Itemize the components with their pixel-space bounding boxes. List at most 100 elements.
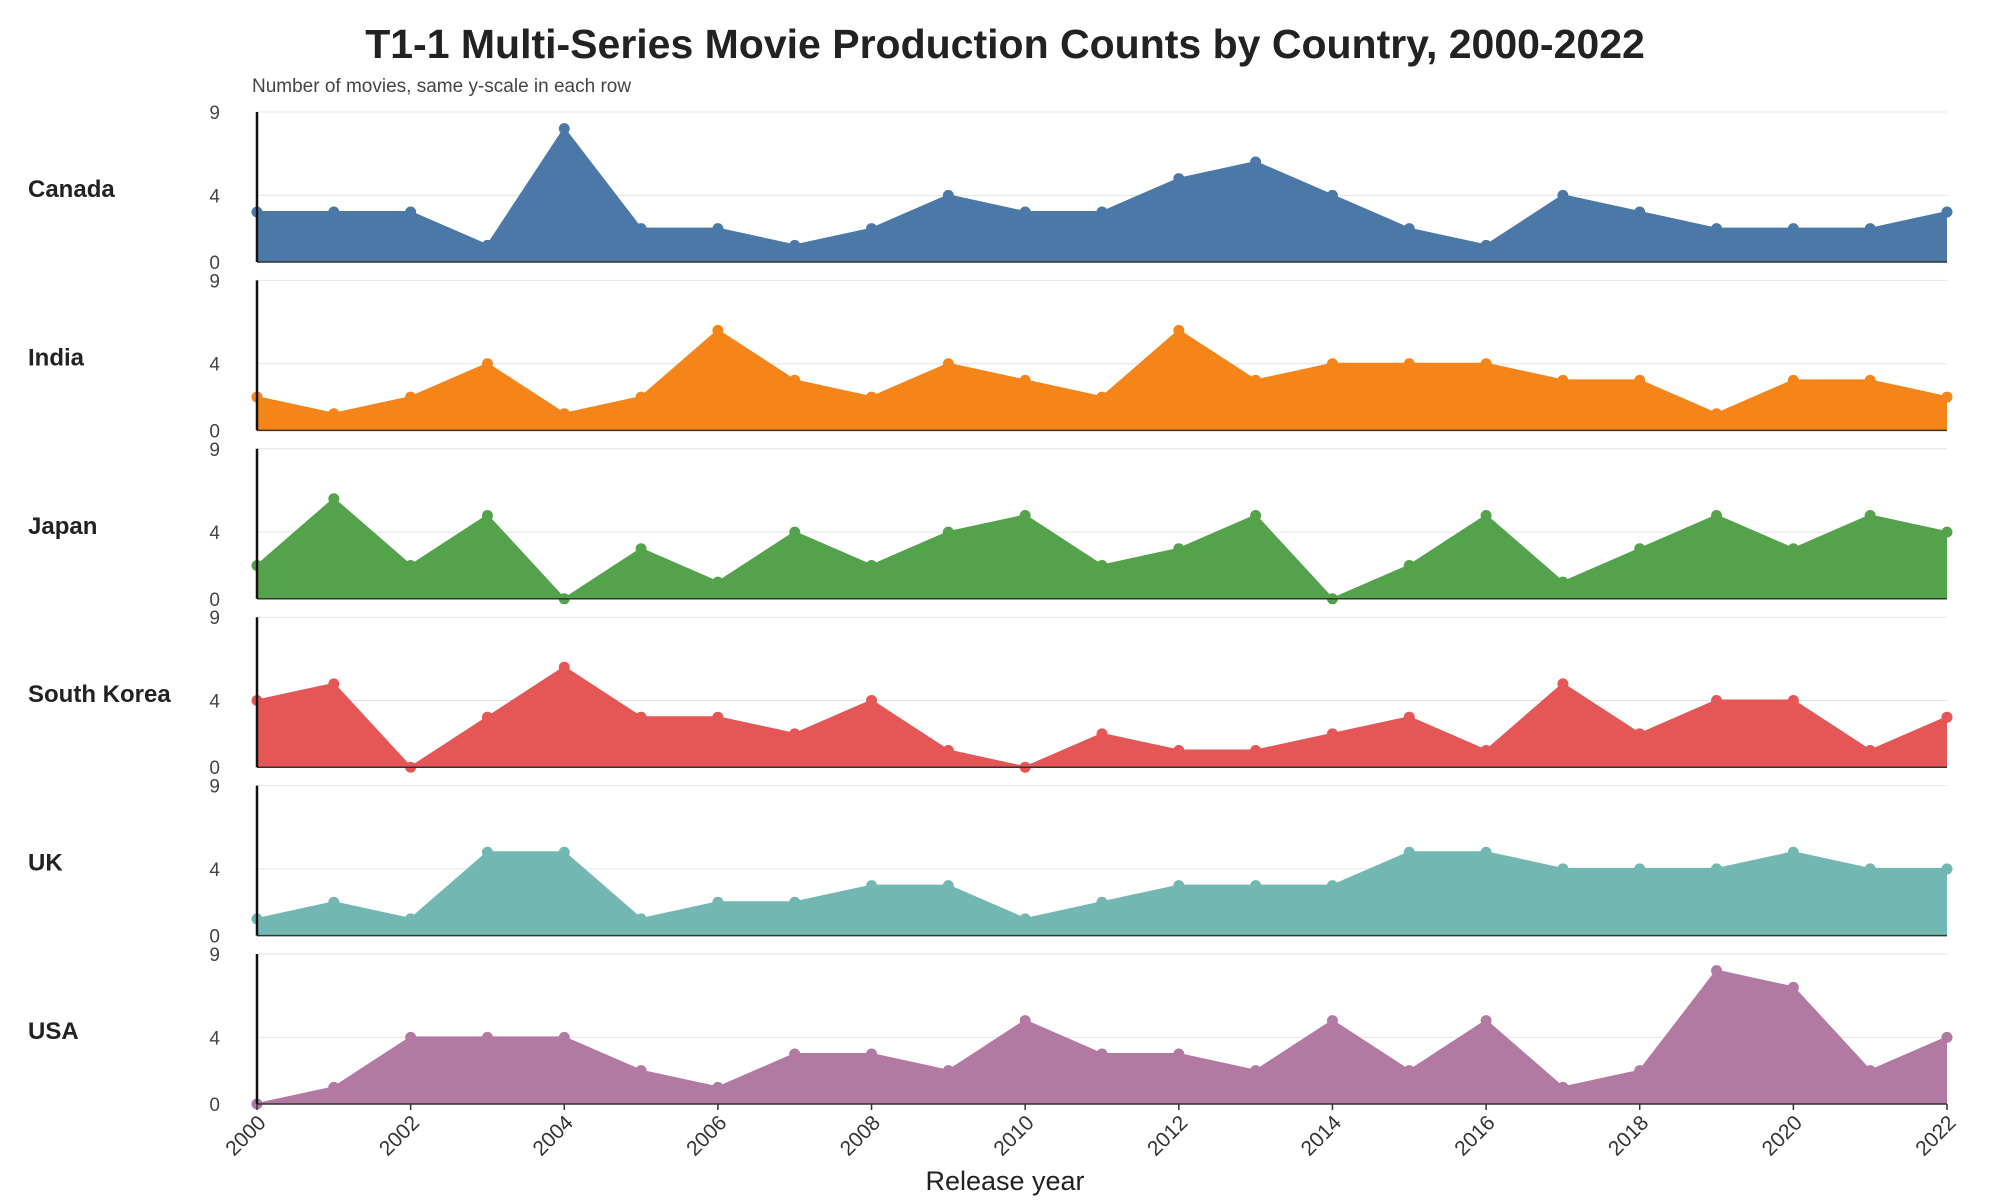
point-usa bbox=[1173, 1048, 1185, 1060]
point-india bbox=[558, 408, 570, 420]
point-japan bbox=[789, 526, 801, 538]
point-canada bbox=[1173, 173, 1185, 185]
point-south-korea bbox=[1173, 745, 1185, 757]
area-japan bbox=[257, 498, 1947, 599]
point-south-korea bbox=[866, 695, 878, 707]
panel-japan: 0 4 9 Japan bbox=[28, 440, 1953, 611]
point-canada bbox=[558, 123, 570, 135]
point-uk bbox=[635, 913, 647, 925]
point-japan bbox=[1711, 509, 1723, 521]
point-south-korea bbox=[558, 661, 570, 673]
point-uk bbox=[405, 913, 417, 925]
point-uk bbox=[1557, 863, 1569, 875]
row-label-usa: USA bbox=[28, 1018, 79, 1045]
y-tick-label: 9 bbox=[209, 945, 220, 966]
y-tick-label: 4 bbox=[209, 860, 220, 881]
y-tick-label: 0 bbox=[209, 758, 220, 779]
point-south-korea bbox=[1096, 728, 1108, 740]
point-south-korea bbox=[1250, 745, 1262, 757]
point-japan bbox=[942, 526, 954, 538]
point-uk bbox=[789, 896, 801, 908]
point-uk bbox=[1173, 880, 1185, 892]
point-japan bbox=[1096, 559, 1108, 571]
point-south-korea bbox=[1480, 745, 1492, 757]
panel-uk: 0 4 9 UK bbox=[28, 777, 1953, 948]
point-japan bbox=[1864, 509, 1876, 521]
point-india bbox=[1557, 374, 1569, 386]
point-usa bbox=[328, 1081, 340, 1093]
point-canada bbox=[1480, 239, 1492, 251]
point-uk bbox=[1711, 863, 1723, 875]
y-tick-label: 9 bbox=[209, 777, 220, 798]
point-japan bbox=[405, 559, 417, 571]
point-japan bbox=[712, 576, 724, 588]
point-south-korea bbox=[328, 678, 340, 690]
point-india bbox=[481, 358, 493, 370]
point-japan bbox=[1173, 543, 1185, 555]
point-india bbox=[1019, 374, 1031, 386]
point-japan bbox=[1557, 576, 1569, 588]
point-canada bbox=[1250, 156, 1262, 168]
point-uk bbox=[1403, 846, 1415, 858]
point-usa bbox=[1326, 1015, 1338, 1027]
panel-india: 0 4 9 India bbox=[28, 271, 1953, 442]
point-usa bbox=[1634, 1065, 1646, 1077]
point-india bbox=[328, 408, 340, 420]
point-japan bbox=[1787, 543, 1799, 555]
point-south-korea bbox=[712, 711, 724, 723]
row-label-south-korea: South Korea bbox=[28, 681, 171, 708]
point-canada bbox=[1557, 189, 1569, 201]
point-canada bbox=[1634, 206, 1646, 218]
y-tick-label: 0 bbox=[209, 1095, 220, 1116]
point-uk bbox=[558, 846, 570, 858]
point-canada bbox=[942, 189, 954, 201]
point-usa bbox=[712, 1081, 724, 1093]
point-japan bbox=[1480, 509, 1492, 521]
x-axis: 2000 2002 2004 2006 2008 2010 2012 2014 2016 2018… bbox=[221, 1104, 1961, 1161]
point-japan bbox=[1403, 559, 1415, 571]
x-tick-label: 2002 bbox=[375, 1111, 424, 1160]
point-usa bbox=[866, 1048, 878, 1060]
point-canada bbox=[866, 223, 878, 235]
x-tick-label: 2014 bbox=[1297, 1111, 1347, 1161]
x-tick-label: 2018 bbox=[1604, 1111, 1653, 1160]
point-india bbox=[1250, 374, 1262, 386]
chart-title: T1-1 Multi-Series Movie Production Count… bbox=[365, 21, 1645, 67]
point-usa bbox=[1864, 1065, 1876, 1077]
point-uk bbox=[1019, 913, 1031, 925]
point-canada bbox=[1403, 223, 1415, 235]
x-tick-label: 2000 bbox=[221, 1111, 270, 1160]
point-uk bbox=[1787, 846, 1799, 858]
point-japan bbox=[1941, 526, 1953, 538]
point-south-korea bbox=[635, 711, 647, 723]
point-usa bbox=[1787, 981, 1799, 993]
point-south-korea bbox=[1634, 728, 1646, 740]
point-india bbox=[1326, 358, 1338, 370]
point-usa bbox=[558, 1031, 570, 1043]
point-india bbox=[942, 358, 954, 370]
point-india bbox=[1480, 358, 1492, 370]
point-south-korea bbox=[1941, 711, 1953, 723]
panel-canada: 0 4 9 Canada bbox=[28, 103, 1953, 274]
point-usa bbox=[1403, 1065, 1415, 1077]
row-label-canada: Canada bbox=[28, 176, 115, 203]
point-japan bbox=[635, 543, 647, 555]
point-south-korea bbox=[1711, 695, 1723, 707]
point-japan bbox=[1634, 543, 1646, 555]
point-south-korea bbox=[1403, 711, 1415, 723]
point-south-korea bbox=[1787, 695, 1799, 707]
point-india bbox=[1096, 391, 1108, 403]
point-canada bbox=[405, 206, 417, 218]
point-uk bbox=[942, 880, 954, 892]
point-uk bbox=[1941, 863, 1953, 875]
x-tick-label: 2004 bbox=[529, 1111, 579, 1161]
point-canada bbox=[328, 206, 340, 218]
point-india bbox=[1634, 374, 1646, 386]
point-usa bbox=[1480, 1015, 1492, 1027]
x-tick-label: 2010 bbox=[989, 1111, 1038, 1160]
y-tick-label: 9 bbox=[209, 103, 220, 124]
x-tick-label: 2022 bbox=[1911, 1111, 1960, 1160]
panel-usa: 0 4 9 USA bbox=[28, 945, 1953, 1116]
x-tick-label: 2006 bbox=[682, 1111, 731, 1160]
